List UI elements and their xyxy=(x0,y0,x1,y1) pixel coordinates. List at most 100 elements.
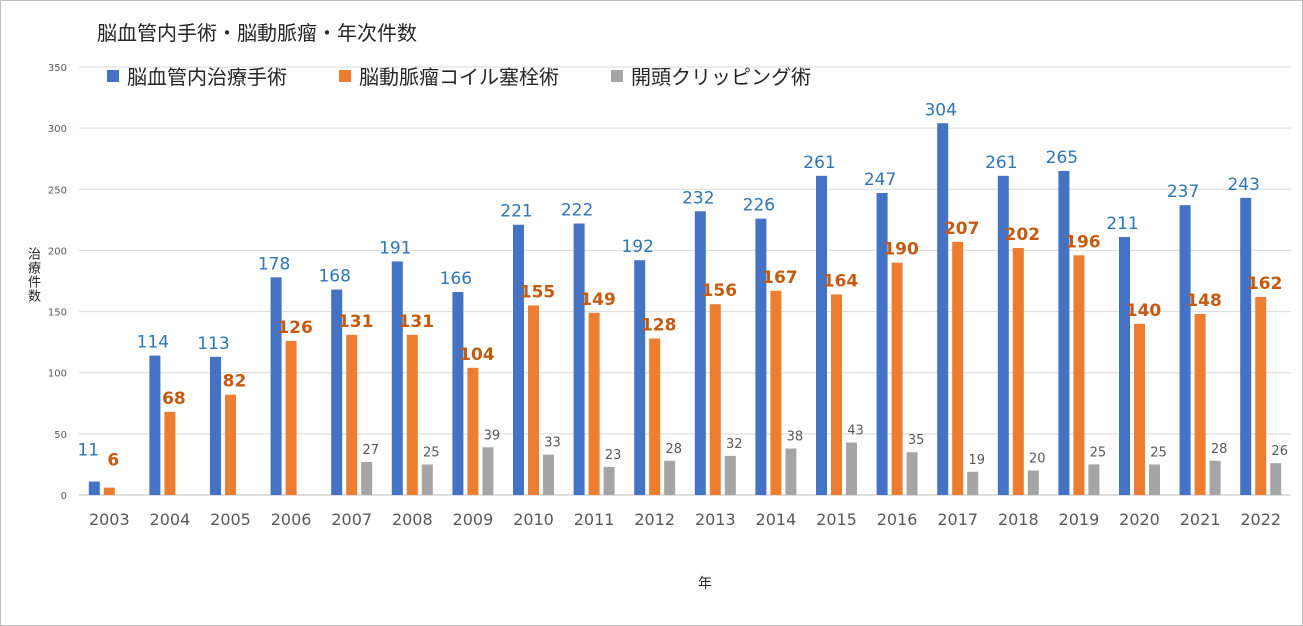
bar-endovascular xyxy=(513,224,524,495)
y-tick-label: 0 xyxy=(61,491,67,502)
x-tick-label: 2004 xyxy=(150,510,191,529)
x-tick-label: 2008 xyxy=(392,510,433,529)
bar-coil-embolization xyxy=(588,312,600,495)
bar-endovascular xyxy=(573,223,585,496)
x-tick-label: 2011 xyxy=(574,510,615,529)
data-label: 68 xyxy=(162,389,186,409)
bar-endovascular xyxy=(88,481,100,495)
bar-endovascular xyxy=(391,261,403,495)
data-label: 162 xyxy=(1247,274,1283,294)
data-label: 232 xyxy=(682,188,714,208)
bar-coil-embolization xyxy=(1194,314,1206,495)
bar-coil-embolization xyxy=(1073,255,1085,495)
bar-clipping xyxy=(361,461,373,495)
data-label: 148 xyxy=(1186,291,1222,311)
x-tick-label: 2022 xyxy=(1240,510,1281,529)
data-label: 39 xyxy=(484,428,501,443)
data-label: 226 xyxy=(743,196,775,216)
x-tick-label: 2006 xyxy=(271,510,312,529)
y-tick-label: 100 xyxy=(48,369,67,380)
bar-clipping xyxy=(482,447,494,495)
x-tick-label: 2003 xyxy=(89,510,130,529)
bar-endovascular xyxy=(452,292,464,495)
bar-endovascular xyxy=(755,218,767,496)
bar-clipping xyxy=(1027,470,1039,495)
data-label: 19 xyxy=(968,453,985,468)
bar-endovascular xyxy=(149,355,161,495)
bar-coil-embolization xyxy=(1012,247,1024,495)
x-axis-label: 年 xyxy=(698,576,712,592)
bar-endovascular xyxy=(210,356,221,495)
bar-clipping xyxy=(543,454,554,495)
bar-endovascular xyxy=(634,260,646,495)
legend-label-coil-embolization: 脳動脈瘤コイル塞栓術 xyxy=(359,65,559,89)
x-tick-label: 2019 xyxy=(1059,510,1100,529)
data-label: 114 xyxy=(137,333,169,353)
chart-title: 脳血管内手術・脳動脈瘤・年次件数 xyxy=(97,21,417,45)
y-tick-label: 250 xyxy=(48,185,67,196)
bar-endovascular xyxy=(270,277,282,495)
bar-coil-embolization xyxy=(891,262,903,495)
legend-label-endovascular: 脳血管内治療手術 xyxy=(127,65,287,89)
y-tick-label: 150 xyxy=(48,308,67,319)
data-label: 190 xyxy=(883,240,919,260)
bar-clipping xyxy=(724,455,736,495)
data-label: 261 xyxy=(803,153,835,173)
data-label: 202 xyxy=(1005,225,1041,245)
bar-clipping xyxy=(1209,460,1221,495)
x-tick-label: 2020 xyxy=(1119,510,1160,529)
data-label: 131 xyxy=(399,312,435,332)
data-label: 26 xyxy=(1271,444,1288,459)
data-label: 247 xyxy=(864,170,896,190)
legend-swatch-coil-embolization xyxy=(339,69,351,82)
bar-clipping xyxy=(1088,464,1100,495)
bar-coil-embolization xyxy=(467,367,479,495)
data-label: 25 xyxy=(423,445,440,460)
bar-coil-embolization xyxy=(346,334,358,495)
bar-endovascular xyxy=(331,289,343,495)
x-tick-label: 2007 xyxy=(331,510,372,529)
bar-clipping xyxy=(785,448,797,495)
data-label: 20 xyxy=(1029,452,1046,467)
bar-endovascular xyxy=(1179,205,1191,495)
data-label: 149 xyxy=(580,290,616,310)
x-tick-label: 2014 xyxy=(756,510,797,529)
data-label: 156 xyxy=(702,281,738,301)
y-tick-label: 350 xyxy=(48,63,67,74)
data-label: 196 xyxy=(1065,232,1101,252)
x-tick-label: 2010 xyxy=(513,510,554,529)
data-label: 23 xyxy=(605,448,622,463)
y-tick-label: 50 xyxy=(54,430,67,441)
bar-clipping xyxy=(603,466,615,495)
bar-clipping xyxy=(421,464,433,495)
data-label: 167 xyxy=(762,268,798,288)
data-label: 265 xyxy=(1046,148,1078,168)
data-label: 222 xyxy=(561,201,593,221)
data-label: 192 xyxy=(621,237,653,257)
data-label: 126 xyxy=(277,318,313,338)
bar-coil-embolization xyxy=(406,334,418,495)
data-label: 82 xyxy=(223,372,247,392)
data-label: 113 xyxy=(197,334,229,354)
legend-item-coil-embolization: 脳動脈瘤コイル塞栓術 xyxy=(339,61,559,90)
data-label: 104 xyxy=(459,345,495,365)
bar-endovascular xyxy=(694,211,706,495)
x-tick-label: 2016 xyxy=(877,510,918,529)
data-label: 304 xyxy=(924,100,956,120)
x-tick-label: 2012 xyxy=(634,510,675,529)
data-label: 261 xyxy=(985,153,1017,173)
data-label: 25 xyxy=(1090,445,1107,460)
data-label: 28 xyxy=(1211,442,1228,457)
bar-coil-embolization xyxy=(528,305,539,495)
data-label: 131 xyxy=(338,312,374,332)
bar-endovascular xyxy=(997,175,1009,495)
bar-coil-embolization xyxy=(952,241,964,495)
x-tick-label: 2018 xyxy=(998,510,1039,529)
data-label: 27 xyxy=(362,443,379,458)
data-label: 155 xyxy=(520,282,556,302)
data-label: 243 xyxy=(1227,175,1259,195)
data-label: 166 xyxy=(440,269,472,289)
data-label: 11 xyxy=(77,441,99,461)
bar-clipping xyxy=(846,442,857,495)
y-axis-label: 治療件数 xyxy=(25,247,40,303)
